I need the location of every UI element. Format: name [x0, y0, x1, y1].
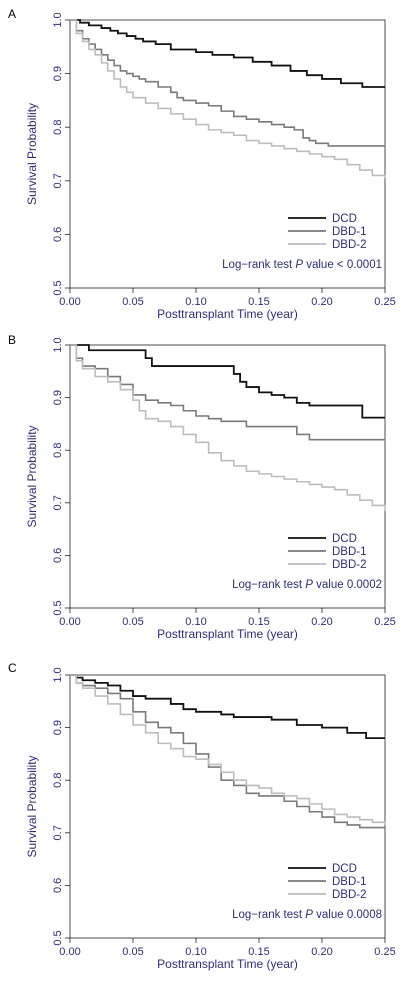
- plot-frame: [69, 19, 386, 289]
- y-tick-label: 0.6: [52, 878, 64, 893]
- series-line-dbd-2: [70, 674, 386, 825]
- log-rank-annotation: Log−rank test P value < 0.0001: [222, 259, 382, 271]
- series-line-dbd-1: [70, 19, 385, 147]
- panel-label: C: [8, 661, 17, 675]
- legend-label: DCD: [332, 863, 357, 875]
- legend-label: DCD: [332, 213, 357, 225]
- y-tick-label: 0.7: [52, 495, 64, 510]
- annotation-suffix: value < 0.0001: [303, 259, 382, 271]
- annotation-prefix: Log−rank test: [232, 909, 305, 921]
- legend-label: DBD-1: [332, 876, 367, 888]
- x-tick-label: 0.10: [185, 296, 206, 308]
- y-axis-title: Survival Probability: [25, 103, 39, 205]
- plot-frame: [69, 674, 386, 939]
- x-tick-label: 0.10: [185, 616, 206, 628]
- y-tick-label: 0.6: [52, 227, 64, 242]
- y-tick-label: 0.7: [52, 825, 64, 840]
- y-tick-label: 1.0: [52, 337, 64, 352]
- x-tick-label: 0.05: [122, 296, 143, 308]
- chart-panel-c: C 0.5 0.6 0.7 0.8 0.9 1.0 0.00 0.05 0.10 0.15 0.20 0…: [8, 661, 396, 971]
- x-tick-label: 0.15: [248, 616, 269, 628]
- legend-label: DBD-1: [332, 546, 367, 558]
- chart-panel-b: B 0.5 0.6 0.7 0.8 0.9 1.0 0.00 0.05 0.10 0.15 0.20 0…: [8, 333, 396, 641]
- legend-label: DBD-1: [332, 226, 367, 238]
- y-tick-label: 0.8: [52, 443, 64, 458]
- y-tick-label: 0.5: [52, 930, 64, 945]
- plot-frame: [69, 344, 386, 609]
- y-tick-label: 0.9: [52, 66, 64, 81]
- x-tick-label: 0.15: [248, 296, 269, 308]
- x-tick-label: 0.00: [59, 946, 80, 958]
- series-line-dbd-1: [70, 344, 385, 441]
- annotation-prefix: Log−rank test: [222, 259, 295, 271]
- panel-label: B: [8, 333, 16, 347]
- series-line-dcd: [70, 344, 385, 419]
- series-line-dbd-2: [70, 344, 386, 511]
- x-axis-title: Posttransplant Time (year): [157, 627, 298, 641]
- x-tick-label: 0.20: [311, 946, 332, 958]
- series-line-dbd-1: [70, 674, 385, 829]
- x-tick-label: 0.25: [374, 616, 395, 628]
- series-line-dcd: [70, 19, 385, 88]
- y-tick-label: 0.6: [52, 548, 64, 563]
- panel-label: A: [8, 7, 16, 21]
- y-tick-label: 1.0: [52, 12, 64, 27]
- x-tick-label: 0.00: [59, 616, 80, 628]
- x-tick-label: 0.20: [311, 296, 332, 308]
- x-tick-label: 0.00: [59, 296, 80, 308]
- y-tick-label: 0.7: [52, 173, 64, 188]
- y-axis-title: Survival Probability: [25, 425, 39, 527]
- y-tick-label: 0.9: [52, 390, 64, 405]
- legend-label: DCD: [332, 533, 357, 545]
- legend-label: DBD-2: [332, 889, 367, 901]
- x-axis-title: Posttransplant Time (year): [157, 957, 298, 971]
- log-rank-annotation: Log−rank test P value 0.0008: [232, 909, 382, 921]
- y-tick-label: 0.5: [52, 280, 64, 295]
- log-rank-annotation: Log−rank test P value 0.0002: [232, 579, 382, 591]
- legend-label: DBD-2: [332, 239, 367, 251]
- series-line-dbd-2: [70, 19, 386, 179]
- x-tick-label: 0.10: [185, 946, 206, 958]
- y-axis-title: Survival Probability: [25, 755, 39, 857]
- x-tick-label: 0.15: [248, 946, 269, 958]
- y-tick-label: 0.9: [52, 720, 64, 735]
- annotation-suffix: value 0.0002: [313, 579, 382, 591]
- annotation-italic: P: [305, 579, 313, 591]
- legend-label: DBD-2: [332, 559, 367, 571]
- x-tick-label: 0.25: [374, 296, 395, 308]
- x-tick-label: 0.05: [122, 616, 143, 628]
- y-tick-label: 0.8: [52, 773, 64, 788]
- y-tick-label: 1.0: [52, 667, 64, 682]
- x-axis-title: Posttransplant Time (year): [157, 307, 298, 321]
- y-tick-label: 0.8: [52, 120, 64, 135]
- annotation-prefix: Log−rank test: [232, 579, 305, 591]
- annotation-italic: P: [295, 259, 303, 271]
- x-tick-label: 0.05: [122, 946, 143, 958]
- chart-panel-a: A 0.5 0.6 0.7 0.8 0.9 1.0 0.00 0.05 0.10 0.15 0.20 0…: [8, 7, 396, 321]
- x-tick-label: 0.20: [311, 616, 332, 628]
- annotation-italic: P: [305, 909, 313, 921]
- x-tick-label: 0.25: [374, 946, 395, 958]
- annotation-suffix: value 0.0008: [313, 909, 382, 921]
- y-tick-label: 0.5: [52, 600, 64, 615]
- series-line-dcd: [70, 674, 385, 740]
